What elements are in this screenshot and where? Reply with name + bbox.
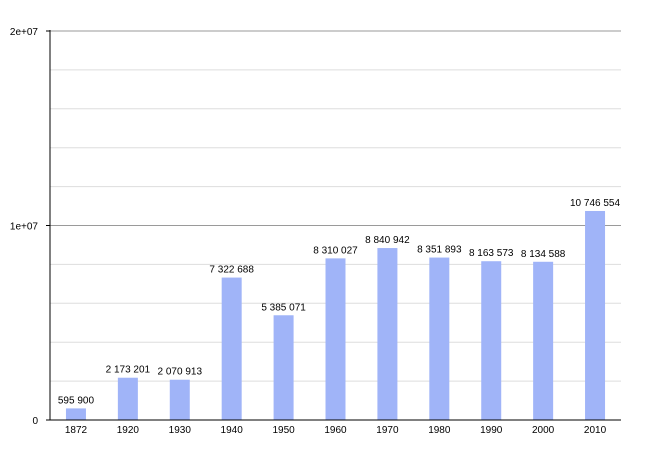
data-label: 595 900 [58, 395, 95, 406]
x-tick-label: 1990 [480, 425, 503, 436]
bar [117, 377, 138, 420]
bar [169, 379, 190, 420]
data-label: 8 351 893 [417, 245, 462, 256]
x-tick-label: 1970 [376, 425, 399, 436]
x-tick-label: 1960 [324, 425, 347, 436]
y-tick-label: 0 [32, 416, 38, 427]
y-tick-label: 1e+07 [10, 222, 39, 233]
bar [533, 261, 554, 420]
major-gridlines [50, 30, 621, 226]
bar [65, 408, 86, 420]
data-label: 8 840 942 [365, 235, 410, 246]
data-label: 8 310 027 [313, 245, 358, 256]
data-label: 8 163 573 [469, 248, 514, 259]
bars [65, 210, 606, 420]
bar [429, 257, 450, 420]
data-label: 10 746 554 [570, 198, 620, 209]
y-tick-label: 2e+07 [10, 27, 39, 38]
x-tick-label: 1930 [169, 425, 192, 436]
x-tick-label: 1980 [428, 425, 451, 436]
bar [377, 248, 398, 420]
x-tick-label: 1950 [272, 425, 295, 436]
bar [481, 261, 502, 420]
y-tick-labels: 0 1e+07 2e+07 [10, 27, 50, 427]
x-tick-label: 2010 [584, 425, 607, 436]
x-tick-label: 1920 [117, 425, 140, 436]
x-tick-label: 1940 [221, 425, 244, 436]
x-tick-label: 1872 [65, 425, 88, 436]
bar [221, 277, 242, 420]
x-tick-labels: 1872 1920 1930 1940 1950 1960 1970 1980 1990 2000… [65, 425, 607, 436]
data-label: 2 173 201 [106, 365, 151, 376]
data-label: 5 385 071 [261, 302, 306, 313]
data-label: 2 070 913 [158, 367, 203, 378]
x-tick-label: 2000 [532, 425, 555, 436]
data-label: 8 134 588 [521, 249, 566, 260]
data-labels: 595 900 2 173 201 2 070 913 7 322 688 5 385 … [58, 198, 621, 406]
data-label: 7 322 688 [209, 265, 254, 276]
bar [273, 315, 294, 420]
bar [585, 210, 606, 420]
bar [325, 258, 346, 420]
